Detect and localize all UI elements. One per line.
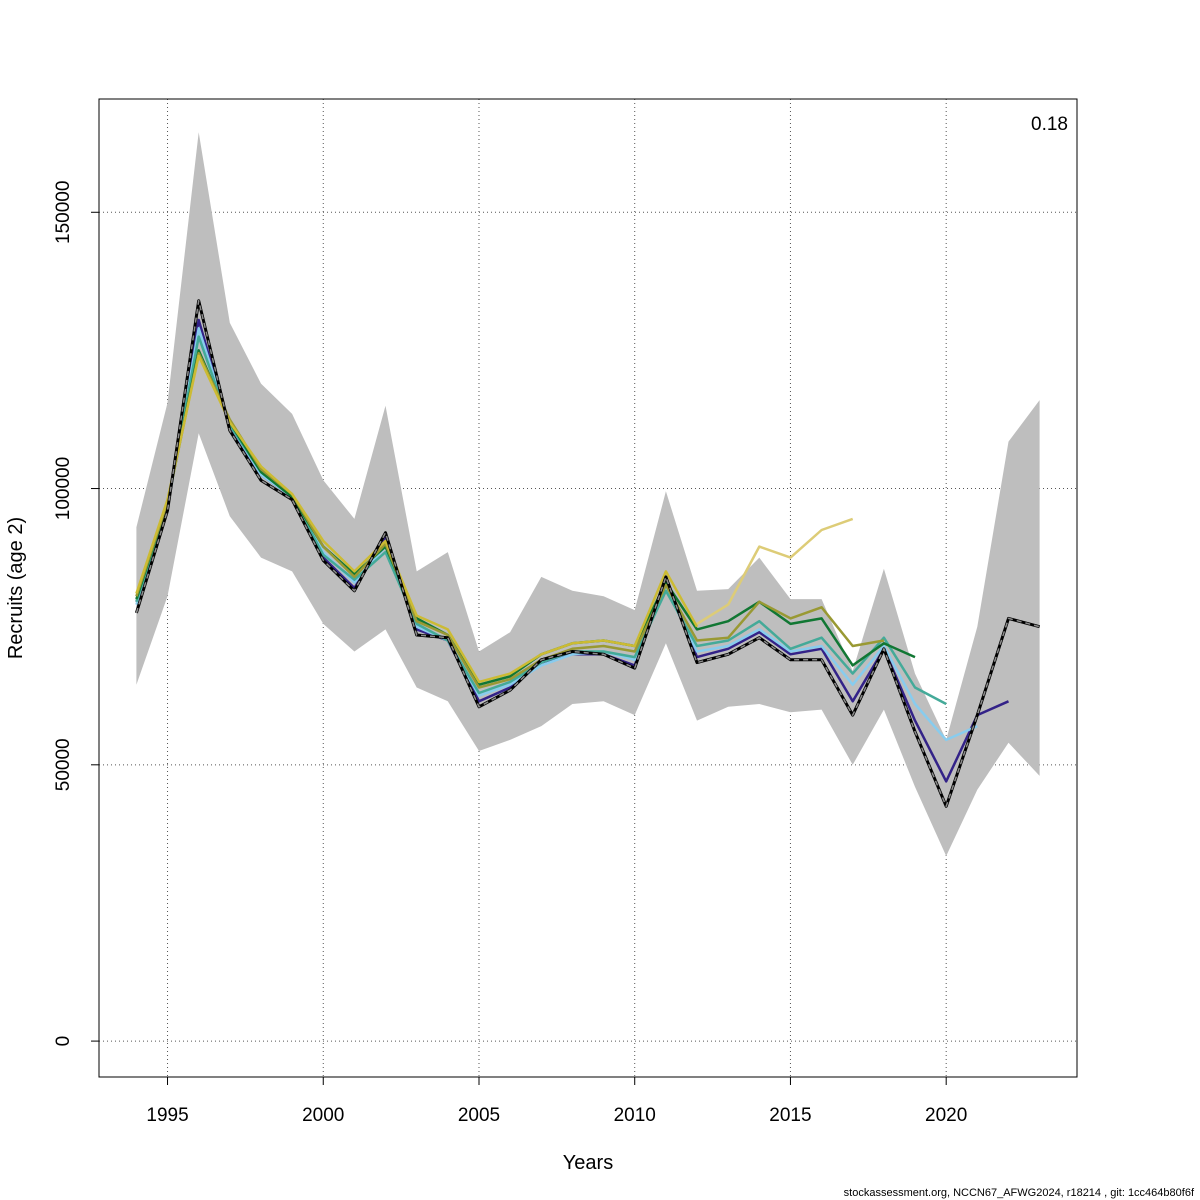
retro-series-line [135,351,885,689]
x-tick-label: 1995 [146,1105,188,1126]
series-layer [135,318,1010,783]
x-tick-label: 2000 [302,1105,344,1126]
y-tick-label: 50000 [53,738,74,791]
grid-lines [99,99,1077,1077]
y-axis: 0 50000 100000 150000 [53,181,99,1047]
x-tick-label: 2015 [769,1105,811,1126]
confidence-band-layer [136,132,1040,856]
estimate-dash-overlay [135,299,1040,808]
estimate-layer [134,299,1040,808]
plot-frame [98,98,1078,1078]
corner-label: 0.18 [1031,114,1068,135]
y-axis-title: Recruits (age 2) [5,517,27,659]
x-tick-label: 2010 [614,1105,656,1126]
x-axis-title: Years [563,1152,613,1174]
footer-credit: stockassessment.org, NCCN67_AFWG2024, r1… [844,1187,1195,1199]
y-tick-label: 150000 [53,181,74,244]
y-tick-label: 100000 [53,457,74,520]
x-axis: 1995 2000 2005 2010 2015 2020 [146,1077,967,1126]
y-tick-label: 0 [53,1036,74,1047]
confidence-band [136,132,1040,856]
retro-series-line [696,517,854,625]
x-tick-label: 2005 [458,1105,500,1126]
x-tick-label: 2020 [925,1105,967,1126]
retro-series-line [135,354,699,684]
